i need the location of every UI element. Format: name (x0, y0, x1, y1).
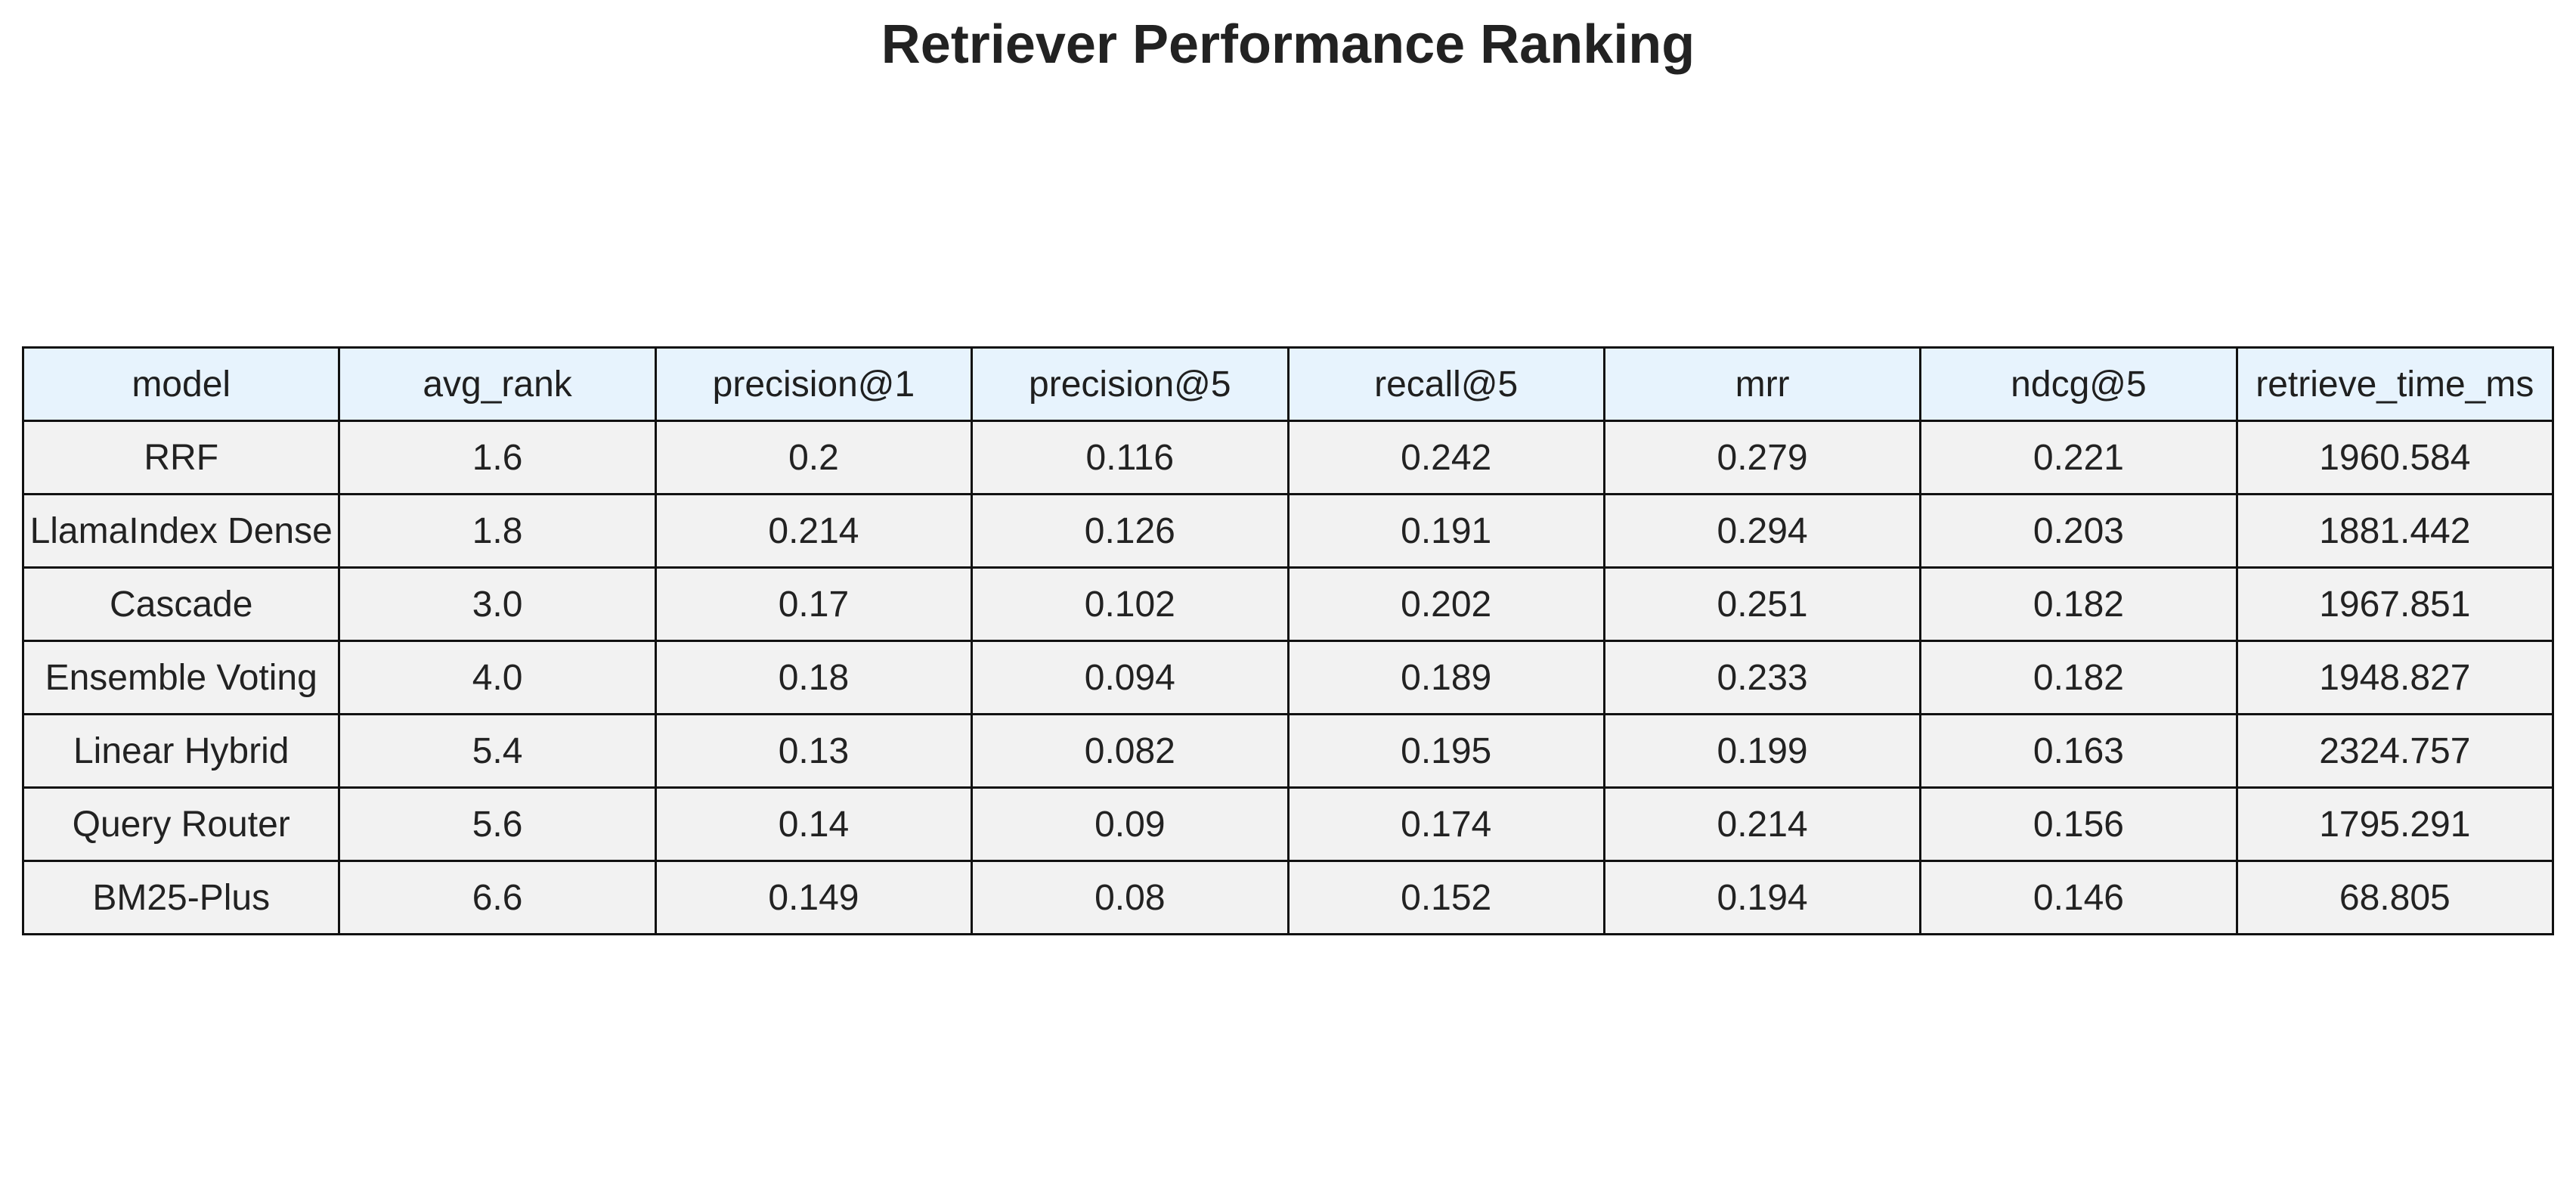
cell-mrr: 0.199 (1602, 713, 1922, 789)
cell-retrieve-time-ms: 1795.291 (2235, 786, 2555, 862)
cell-model: Linear Hybrid (21, 713, 341, 789)
cell-mrr: 0.251 (1602, 566, 1922, 642)
cell-ndcg-5: 0.182 (1919, 640, 2238, 715)
cell-retrieve-time-ms: 1948.827 (2235, 640, 2555, 715)
cell-recall-5: 0.152 (1286, 860, 1605, 935)
cell-recall-5: 0.195 (1286, 713, 1605, 789)
table-row: Ensemble Voting 4.0 0.18 0.094 0.189 0.233 0.1… (21, 640, 2555, 715)
cell-ndcg-5: 0.203 (1919, 493, 2238, 569)
table-row: LlamaIndex Dense 1.8 0.214 0.126 0.191 0.294 0… (21, 493, 2555, 569)
cell-precision-1: 0.2 (654, 420, 974, 495)
cell-precision-1: 0.149 (654, 860, 974, 935)
table-row: Query Router 5.6 0.14 0.09 0.174 0.214 0.156 17… (21, 786, 2555, 862)
cell-precision-5: 0.102 (971, 566, 1290, 642)
cell-avg-rank: 6.6 (338, 860, 657, 935)
cell-precision-5: 0.094 (971, 640, 1290, 715)
cell-precision-1: 0.17 (654, 566, 974, 642)
cell-retrieve-time-ms: 2324.757 (2235, 713, 2555, 789)
cell-model: BM25-Plus (21, 860, 341, 935)
cell-avg-rank: 4.0 (338, 640, 657, 715)
cell-avg-rank: 1.6 (338, 420, 657, 495)
cell-model: Cascade (21, 566, 341, 642)
cell-precision-5: 0.126 (971, 493, 1290, 569)
cell-precision-1: 0.214 (654, 493, 974, 569)
column-header-recall-5: recall@5 (1286, 346, 1605, 422)
column-header-precision-1: precision@1 (654, 346, 974, 422)
cell-mrr: 0.279 (1602, 420, 1922, 495)
cell-precision-5: 0.09 (971, 786, 1290, 862)
column-header-ndcg-5: ndcg@5 (1919, 346, 2238, 422)
table-row: RRF 1.6 0.2 0.116 0.242 0.279 0.221 1960.584 (21, 420, 2555, 495)
cell-model: Ensemble Voting (21, 640, 341, 715)
cell-ndcg-5: 0.221 (1919, 420, 2238, 495)
column-header-avg-rank: avg_rank (338, 346, 657, 422)
cell-ndcg-5: 0.146 (1919, 860, 2238, 935)
cell-mrr: 0.233 (1602, 640, 1922, 715)
column-header-model: model (21, 346, 341, 422)
cell-retrieve-time-ms: 1881.442 (2235, 493, 2555, 569)
column-header-retrieve-time-ms: retrieve_time_ms (2235, 346, 2555, 422)
cell-model: RRF (21, 420, 341, 495)
cell-recall-5: 0.174 (1286, 786, 1605, 862)
cell-retrieve-time-ms: 68.805 (2235, 860, 2555, 935)
column-header-mrr: mrr (1602, 346, 1922, 422)
cell-precision-5: 0.082 (971, 713, 1290, 789)
ranking-table: model avg_rank precision@1 precision@5 recal… (21, 346, 2555, 935)
cell-avg-rank: 1.8 (338, 493, 657, 569)
cell-retrieve-time-ms: 1960.584 (2235, 420, 2555, 495)
table-row: Cascade 3.0 0.17 0.102 0.202 0.251 0.182 1967.8… (21, 566, 2555, 642)
cell-precision-1: 0.14 (654, 786, 974, 862)
cell-mrr: 0.214 (1602, 786, 1922, 862)
table-header-row: model avg_rank precision@1 precision@5 recal… (21, 346, 2555, 422)
cell-precision-5: 0.08 (971, 860, 1290, 935)
cell-recall-5: 0.191 (1286, 493, 1605, 569)
cell-recall-5: 0.202 (1286, 566, 1605, 642)
cell-model: LlamaIndex Dense (21, 493, 341, 569)
cell-recall-5: 0.242 (1286, 420, 1605, 495)
table-row: BM25-Plus 6.6 0.149 0.08 0.152 0.194 0.146 68.8… (21, 860, 2555, 935)
cell-avg-rank: 3.0 (338, 566, 657, 642)
cell-model: Query Router (21, 786, 341, 862)
cell-precision-5: 0.116 (971, 420, 1290, 495)
column-header-precision-5: precision@5 (971, 346, 1290, 422)
cell-mrr: 0.194 (1602, 860, 1922, 935)
table-body: RRF 1.6 0.2 0.116 0.242 0.279 0.221 1960.584 Lla… (21, 420, 2555, 935)
cell-precision-1: 0.13 (654, 713, 974, 789)
cell-recall-5: 0.189 (1286, 640, 1605, 715)
table-row: Linear Hybrid 5.4 0.13 0.082 0.195 0.199 0.163… (21, 713, 2555, 789)
cell-avg-rank: 5.6 (338, 786, 657, 862)
cell-ndcg-5: 0.156 (1919, 786, 2238, 862)
cell-mrr: 0.294 (1602, 493, 1922, 569)
cell-ndcg-5: 0.163 (1919, 713, 2238, 789)
cell-retrieve-time-ms: 1967.851 (2235, 566, 2555, 642)
chart-title: Retriever Performance Ranking (881, 14, 1695, 75)
cell-precision-1: 0.18 (654, 640, 974, 715)
cell-avg-rank: 5.4 (338, 713, 657, 789)
cell-ndcg-5: 0.182 (1919, 566, 2238, 642)
